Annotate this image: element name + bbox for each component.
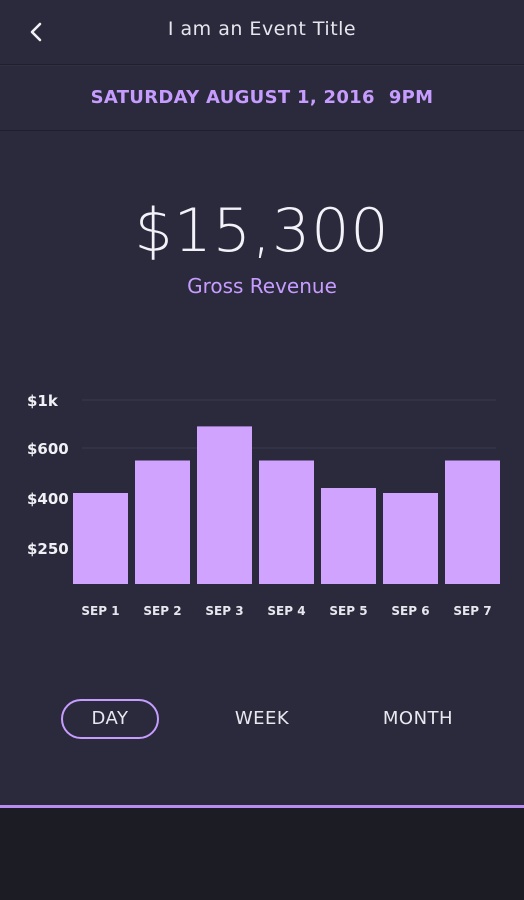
range-week-button[interactable]: WEEK xyxy=(234,708,290,729)
y-tick-label: $250 xyxy=(27,540,69,558)
revenue-amount: $15,300 xyxy=(134,196,390,266)
chart-bar[interactable] xyxy=(135,460,190,585)
revenue-label: Gross Revenue xyxy=(187,274,337,298)
chart-bar[interactable] xyxy=(197,426,252,584)
event-date: SATURDAY AUGUST 1, 2016 xyxy=(90,87,375,108)
x-tick-label: SEP 5 xyxy=(329,604,367,618)
revenue-bar-chart: $250 $400 $600 $1k SEP 1 SEP 2 SEP 3 SEP 4 SEP 5… xyxy=(27,392,500,618)
chart-bar[interactable] xyxy=(383,493,438,584)
event-date-band: SATURDAY AUGUST 1, 2016 9PM xyxy=(0,66,524,131)
bottom-divider xyxy=(0,805,524,808)
x-tick-label: SEP 1 xyxy=(81,604,119,618)
back-button[interactable] xyxy=(20,16,52,48)
x-tick-label: SEP 7 xyxy=(453,604,491,618)
page-title: I am an Event Title xyxy=(167,18,357,40)
event-datetime: SATURDAY AUGUST 1, 2016 9PM xyxy=(0,87,524,108)
chart-bar[interactable] xyxy=(259,460,314,585)
chart-bar[interactable] xyxy=(73,493,128,584)
x-tick-label: SEP 2 xyxy=(143,604,181,618)
x-tick-label: SEP 4 xyxy=(267,604,305,618)
chevron-left-icon xyxy=(30,22,42,42)
y-tick-label: $400 xyxy=(27,490,69,508)
range-month-button[interactable]: MONTH xyxy=(382,708,454,729)
x-tick-label: SEP 6 xyxy=(391,604,429,618)
chart-bar[interactable] xyxy=(445,460,500,585)
range-day-button[interactable]: DAY xyxy=(61,699,159,739)
header: I am an Event Title xyxy=(0,0,524,65)
bottom-bar xyxy=(0,808,524,900)
y-tick-label: $1k xyxy=(27,392,59,410)
y-tick-label: $600 xyxy=(27,440,69,458)
x-tick-label: SEP 3 xyxy=(205,604,243,618)
event-time: 9PM xyxy=(388,87,434,108)
chart-bar[interactable] xyxy=(321,488,376,584)
